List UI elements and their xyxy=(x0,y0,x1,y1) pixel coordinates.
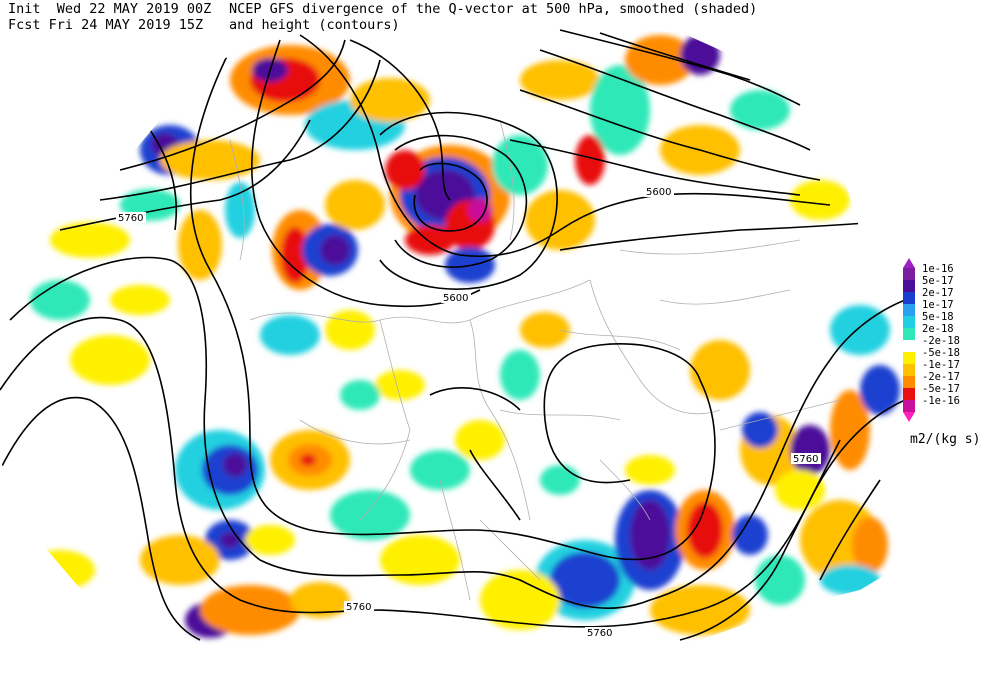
contour-label: 5760 xyxy=(793,454,818,465)
contour-label: 5760 xyxy=(587,628,612,639)
init-time: Wed 22 MAY 2019 00Z xyxy=(56,1,212,17)
map-title: NCEP GFS divergence of the Q-vector at 5… xyxy=(229,1,758,17)
contour-label: 5600 xyxy=(443,293,468,304)
colorbar-unit: m2/(kg s) xyxy=(910,432,981,447)
fcst-label: Fcst xyxy=(8,17,41,33)
colorbar-tick-label: -5e-17 xyxy=(922,383,960,395)
height-contours xyxy=(0,29,906,641)
colorbar-swatch xyxy=(903,388,915,400)
contour-labels: 5760 5600 5600 5760 5760 5760 xyxy=(116,186,821,639)
init-line: Init Wed 22 MAY 2019 00Z xyxy=(8,1,211,17)
colorbar-tick-label: 1e-16 xyxy=(922,263,954,275)
init-label: Init xyxy=(8,1,41,17)
contour-label: 5760 xyxy=(118,213,143,224)
fcst-line: Fcst Fri 24 MAY 2019 15Z xyxy=(8,17,203,33)
colorbar-swatch xyxy=(903,268,915,280)
contour-label: 5760 xyxy=(346,602,371,613)
contour-label: 5600 xyxy=(646,187,671,198)
country-borders xyxy=(229,119,841,601)
colorbar-tick-label: -5e-18 xyxy=(922,347,960,359)
fcst-time: Fri 24 MAY 2019 15Z xyxy=(48,17,204,33)
colorbar-swatch xyxy=(903,304,915,316)
colorbar-tick-label: 2e-17 xyxy=(922,287,954,299)
colorbar-tick-label: 5e-18 xyxy=(922,311,954,323)
colorbar-swatch xyxy=(903,376,915,388)
colorbar-swatch xyxy=(903,328,915,340)
map-subtitle: and height (contours) xyxy=(229,17,400,33)
colorbar-swatch xyxy=(903,292,915,304)
colorbar-tick-label: 1e-17 xyxy=(922,299,954,311)
colorbar-swatch xyxy=(903,352,915,364)
colorbar-swatch xyxy=(903,280,915,292)
colorbar-tick-label: -1e-17 xyxy=(922,359,960,371)
colorbar-tick-label: -1e-16 xyxy=(922,395,960,407)
colorbar-top-arrow xyxy=(903,258,915,268)
colorbar-swatch xyxy=(903,316,915,328)
colorbar-tick-label: 5e-17 xyxy=(922,275,954,287)
colorbar-swatch xyxy=(903,364,915,376)
colorbar-bottom-arrow xyxy=(903,412,915,422)
colorbar xyxy=(903,258,915,422)
colorbar-swatch xyxy=(903,400,915,412)
colorbar-tick-label: -2e-18 xyxy=(922,335,960,347)
colorbar-tick-label: -2e-17 xyxy=(922,371,960,383)
colorbar-swatch xyxy=(903,340,915,352)
colorbar-tick-label: 2e-18 xyxy=(922,323,954,335)
